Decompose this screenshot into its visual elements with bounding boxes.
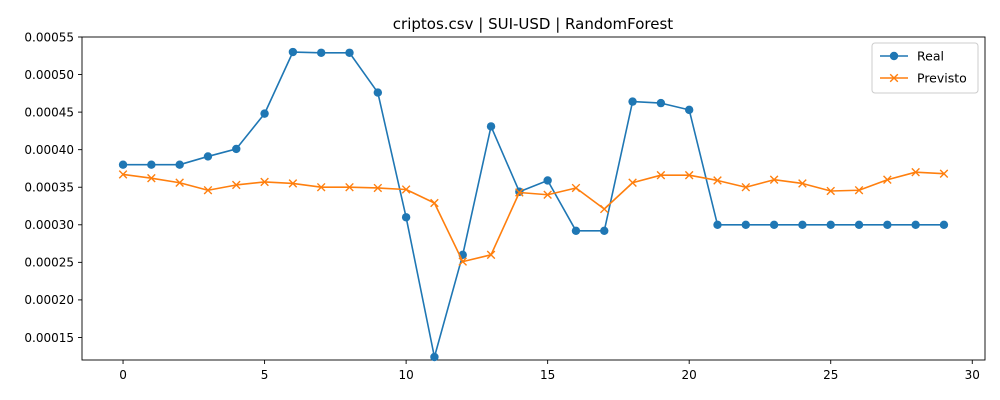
y-tick-label: 0.00055 bbox=[24, 30, 74, 44]
data-point-previsto bbox=[684, 170, 694, 180]
data-point-real bbox=[826, 220, 835, 229]
data-point-real bbox=[203, 152, 213, 161]
data-point-previsto bbox=[118, 170, 128, 179]
legend-marker-previsto bbox=[889, 73, 899, 83]
data-point-real bbox=[628, 97, 637, 106]
data-point-real bbox=[373, 88, 383, 97]
data-point-real bbox=[713, 220, 722, 229]
legend-label-real: Real bbox=[917, 49, 944, 64]
data-point-previsto bbox=[175, 178, 184, 188]
data-point-real bbox=[571, 226, 581, 235]
x-tick-label: 20 bbox=[682, 368, 697, 382]
data-point-real bbox=[939, 220, 949, 229]
data-point-previsto bbox=[826, 186, 836, 196]
data-point-real bbox=[345, 48, 354, 57]
data-point-previsto bbox=[373, 183, 383, 193]
data-point-previsto bbox=[430, 198, 439, 208]
data-point-previsto bbox=[288, 179, 298, 188]
data-point-previsto bbox=[543, 190, 552, 200]
data-point-real bbox=[769, 220, 779, 229]
data-point-previsto bbox=[854, 185, 864, 195]
data-point-real bbox=[175, 160, 184, 169]
data-point-previsto bbox=[401, 185, 411, 194]
data-point-previsto bbox=[741, 182, 751, 192]
chart-title: criptos.csv | SUI-USD | RandomForest bbox=[393, 15, 674, 33]
data-point-real bbox=[798, 220, 807, 229]
axes-frame bbox=[81, 36, 986, 361]
data-point-previsto bbox=[458, 257, 468, 266]
y-tick-label: 0.00035 bbox=[24, 181, 74, 195]
data-point-previsto bbox=[345, 182, 354, 192]
data-point-real bbox=[600, 226, 609, 235]
data-point-previsto bbox=[515, 188, 524, 197]
data-point-previsto bbox=[656, 170, 666, 180]
data-point-previsto bbox=[939, 169, 949, 179]
y-tick-label: 0.00025 bbox=[24, 256, 74, 270]
x-tick-label: 15 bbox=[540, 368, 555, 382]
data-point-previsto bbox=[713, 176, 722, 185]
x-tick-label: 5 bbox=[261, 368, 269, 382]
legend-label-previsto: Previsto bbox=[917, 71, 967, 86]
data-point-previsto bbox=[599, 204, 609, 214]
data-point-previsto bbox=[571, 183, 581, 193]
data-point-real bbox=[118, 160, 128, 169]
data-point-real bbox=[911, 220, 920, 229]
y-tick-label: 0.00030 bbox=[24, 218, 74, 232]
data-point-real bbox=[260, 109, 269, 118]
data-point-previsto bbox=[316, 182, 326, 192]
plot-area: 0 5 10 15 20 25 30 0.00015 0.00020 0.00025 0.00030… bbox=[24, 30, 986, 382]
data-point-previsto bbox=[628, 178, 637, 188]
data-point-previsto bbox=[231, 180, 241, 190]
data-point-real bbox=[430, 352, 439, 362]
data-point-real bbox=[741, 220, 751, 229]
data-point-real bbox=[316, 48, 326, 57]
data-point-real bbox=[883, 220, 892, 229]
data-point-previsto bbox=[260, 177, 269, 187]
data-point-real bbox=[656, 98, 666, 108]
data-point-real bbox=[288, 47, 298, 57]
data-point-previsto bbox=[147, 173, 156, 183]
x-tick-label: 10 bbox=[398, 368, 413, 382]
data-point-real bbox=[401, 213, 411, 222]
series-line-real bbox=[123, 51, 944, 358]
data-point-real bbox=[486, 122, 496, 131]
data-point-real bbox=[543, 176, 552, 185]
data-point-previsto bbox=[798, 179, 807, 188]
y-tick-label: 0.00045 bbox=[24, 105, 74, 119]
data-point-real bbox=[232, 144, 241, 154]
data-point-previsto bbox=[883, 175, 892, 185]
data-point-previsto bbox=[911, 167, 920, 177]
legend-marker-real bbox=[889, 51, 899, 61]
y-tick-label: 0.00040 bbox=[24, 143, 74, 157]
data-point-real bbox=[854, 220, 864, 229]
data-point-previsto bbox=[203, 185, 213, 195]
data-point-previsto bbox=[486, 250, 496, 260]
y-tick-label: 0.00020 bbox=[24, 293, 74, 307]
y-tick-label: 0.00015 bbox=[24, 331, 74, 345]
x-tick-label: 30 bbox=[965, 368, 980, 382]
data-point-real bbox=[147, 160, 156, 169]
data-point-previsto bbox=[769, 175, 779, 185]
data-point-real bbox=[684, 105, 694, 115]
legend: Real Previsto bbox=[871, 42, 979, 94]
x-tick-label: 25 bbox=[823, 368, 838, 382]
y-tick-label: 0.00050 bbox=[24, 68, 74, 82]
series-line-previsto bbox=[122, 171, 944, 263]
x-tick-label: 0 bbox=[119, 368, 127, 382]
